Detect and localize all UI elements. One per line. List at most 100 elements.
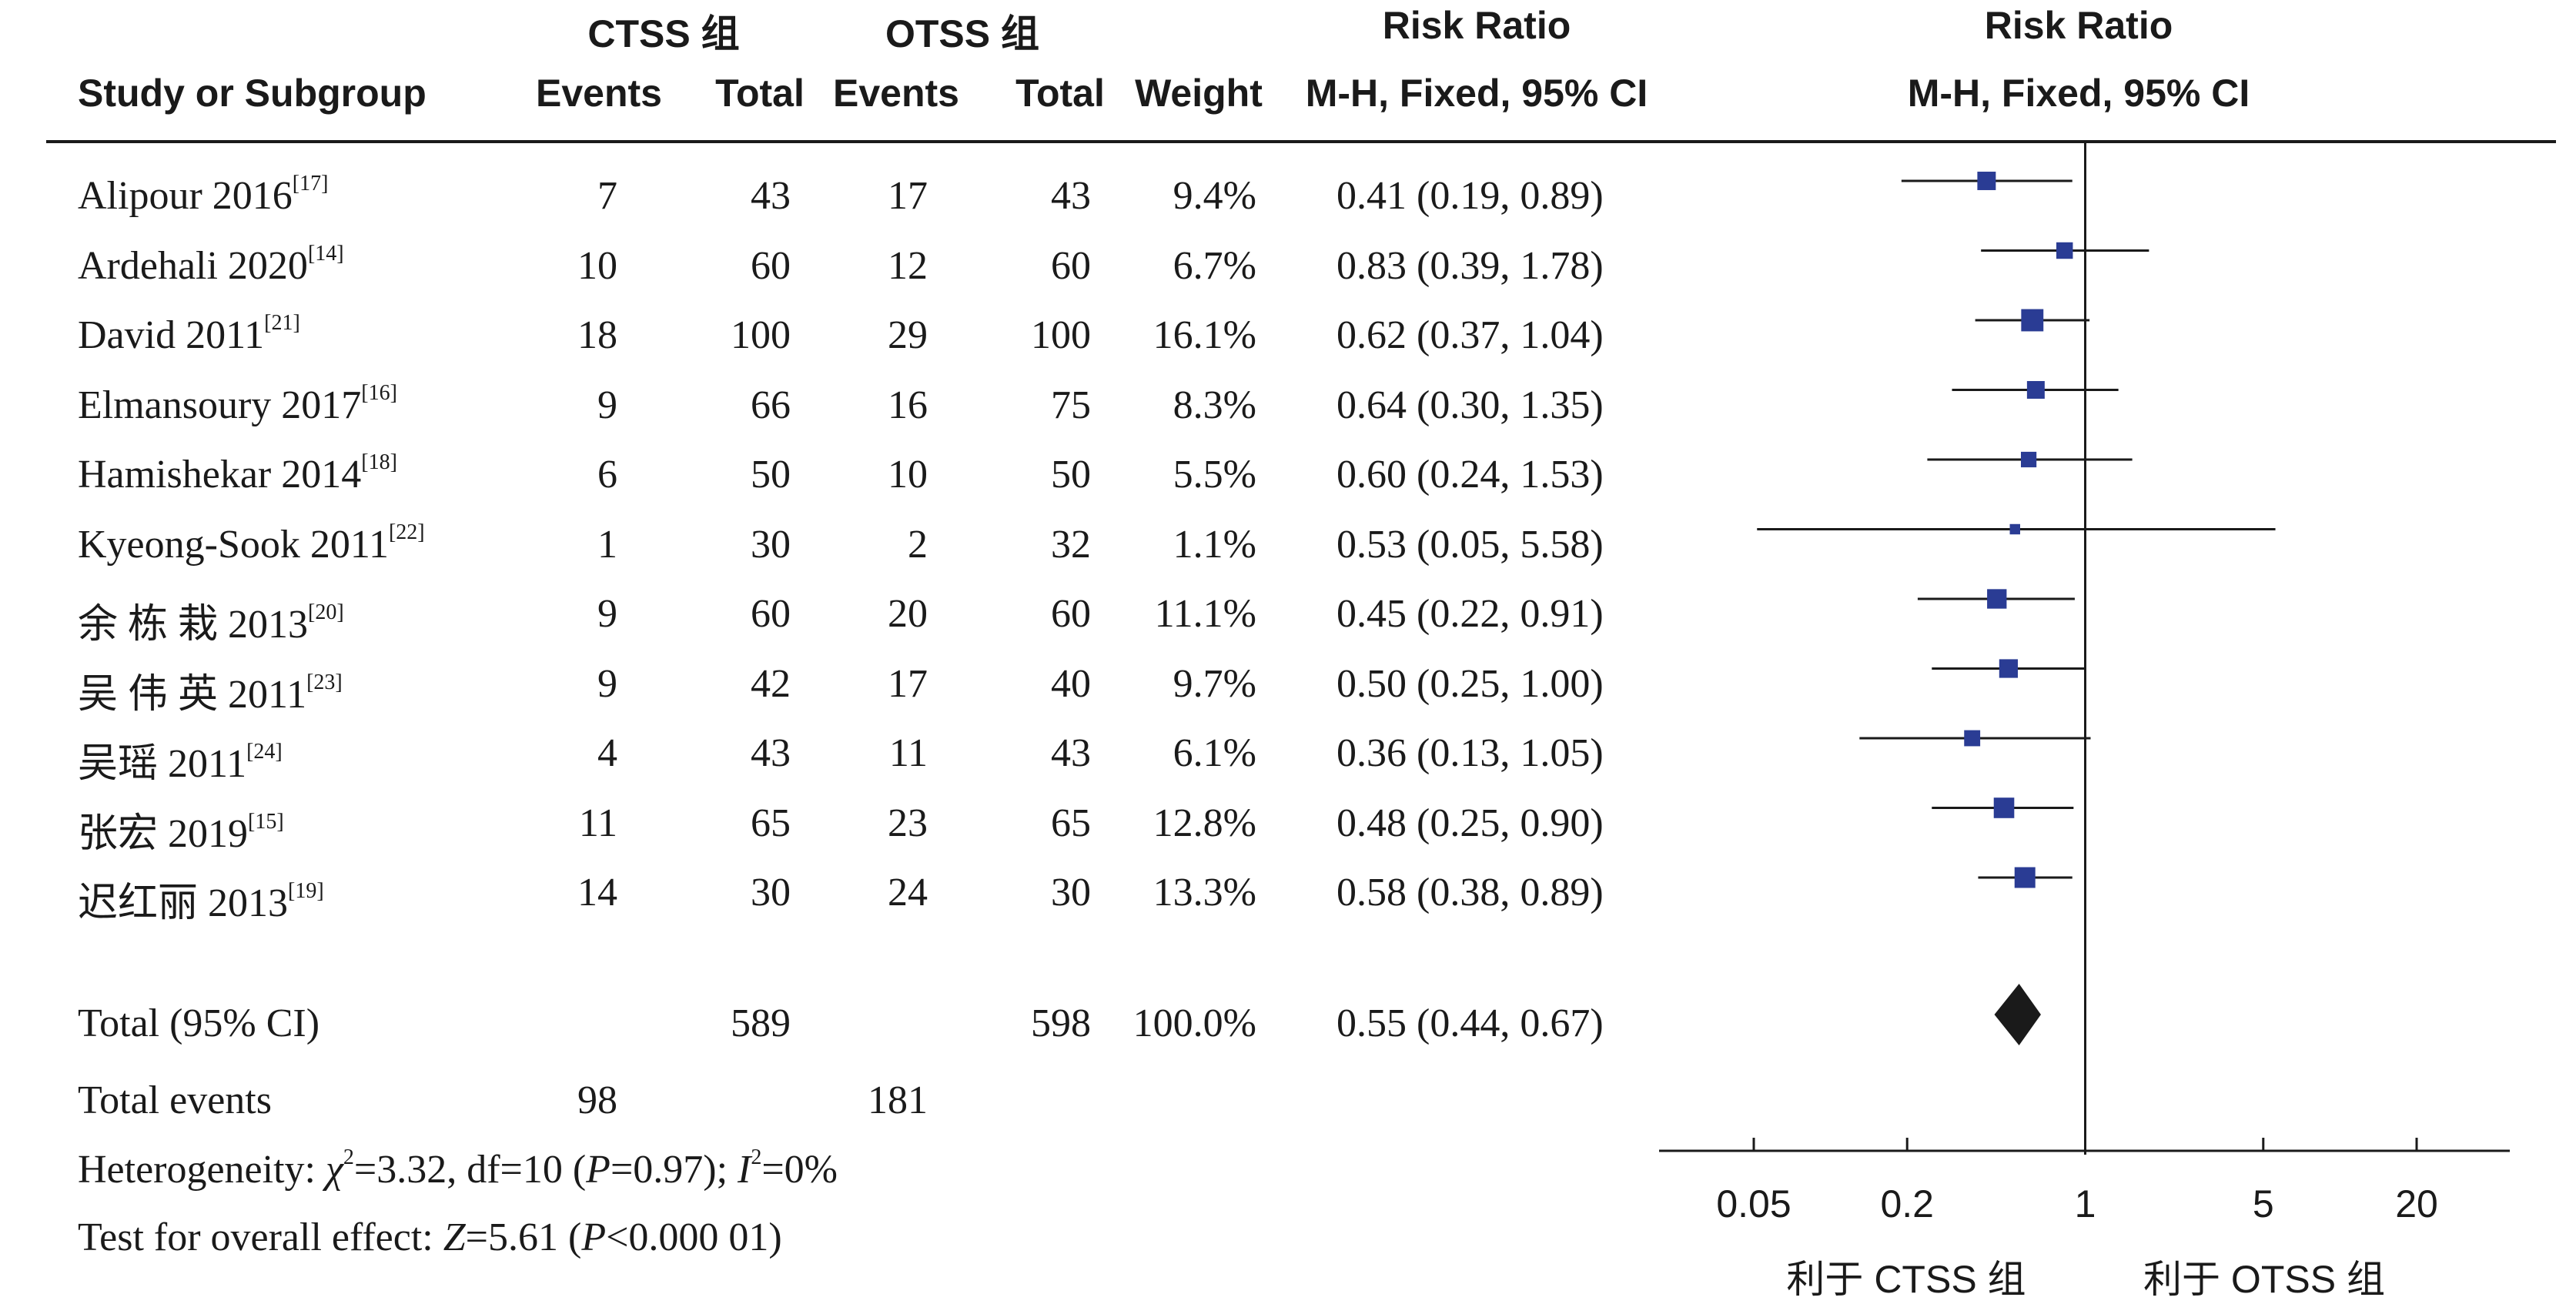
ci-cell: 0.41 (0.19, 0.89) <box>1337 174 1604 218</box>
total1-cell: 100 <box>731 313 791 357</box>
study-marker <box>1977 172 1996 190</box>
events1-cell: 6 <box>597 453 617 497</box>
ci-cell: 0.45 (0.22, 0.91) <box>1337 592 1604 636</box>
study-marker <box>1993 797 2015 818</box>
events1-header: Events <box>536 72 662 115</box>
study-name: Alipour 2016[17] <box>78 173 328 219</box>
study-marker <box>2056 242 2073 259</box>
events2-cell: 2 <box>908 522 928 567</box>
study-marker <box>1964 730 1981 747</box>
study-name: Hamishekar 2014[18] <box>78 452 397 497</box>
weight-cell: 12.8% <box>1153 801 1256 845</box>
study-reference: [21] <box>264 311 300 335</box>
group2-header: OTSS 组 <box>885 12 1040 55</box>
ci-cell: 0.36 (0.13, 1.05) <box>1337 731 1604 775</box>
ci-cell: 0.62 (0.37, 1.04) <box>1337 313 1604 357</box>
ci-cell: 0.53 (0.05, 5.58) <box>1337 522 1604 567</box>
events2-cell: 20 <box>888 592 928 636</box>
study-name: David 2011[21] <box>78 313 300 358</box>
total2-cell: 100 <box>1031 313 1091 357</box>
events2-header: Events <box>833 72 959 115</box>
total1-cell: 43 <box>751 731 791 775</box>
total1-cell: 30 <box>751 522 791 567</box>
study-name: Kyeong-Sook 2011[22] <box>78 521 425 567</box>
total1-value: 589 <box>731 1001 791 1045</box>
study-marker <box>1999 659 2018 678</box>
total2-cell: 43 <box>1051 174 1091 218</box>
events2-cell: 17 <box>888 661 928 706</box>
tick-label: 5 <box>2252 1182 2274 1225</box>
study-reference: [23] <box>306 670 343 694</box>
weight-cell: 9.4% <box>1173 174 1256 218</box>
study-reference: [14] <box>307 241 344 266</box>
weight-cell: 11.1% <box>1154 592 1256 636</box>
total2-cell: 30 <box>1051 871 1091 914</box>
study-label: Ardehali 2020 <box>78 243 308 288</box>
total-weight: 100.0% <box>1132 1001 1256 1045</box>
events2-cell: 24 <box>888 871 928 914</box>
study-reference: [17] <box>292 172 329 196</box>
study-name: 迟红丽 2013[19] <box>78 870 324 928</box>
tick-label: 0.2 <box>1880 1182 1934 1225</box>
events1-cell: 11 <box>578 801 617 845</box>
study-marker <box>1987 589 2007 609</box>
events2-cell: 12 <box>888 243 928 288</box>
pooled-diamond <box>1994 984 2041 1045</box>
study-marker <box>2020 451 2037 468</box>
events2-cell: 11 <box>888 731 928 775</box>
ci-cell: 0.83 (0.39, 1.78) <box>1337 243 1604 288</box>
events1-cell: 9 <box>597 592 617 636</box>
ci-cell: 0.60 (0.24, 1.53) <box>1337 453 1604 497</box>
weight-cell: 8.3% <box>1173 383 1256 427</box>
total1-cell: 66 <box>751 383 791 427</box>
total2-header: Total <box>1015 72 1105 115</box>
events2-cell: 17 <box>888 174 928 218</box>
total2-cell: 50 <box>1051 453 1091 497</box>
study-label: 迟红丽 2013 <box>78 881 289 925</box>
study-reference: [15] <box>248 809 284 834</box>
total-events2: 181 <box>868 1078 928 1122</box>
total-ci: 0.55 (0.44, 0.67) <box>1337 1001 1604 1045</box>
study-reference: [19] <box>288 879 324 903</box>
events2-cell: 29 <box>888 313 928 357</box>
tick-label: 1 <box>2074 1182 2096 1225</box>
weight-cell: 5.5% <box>1173 453 1256 497</box>
study-label: Kyeong-Sook 2011 <box>78 522 389 567</box>
weight-cell: 16.1% <box>1153 313 1256 357</box>
study-label: Elmansoury 2017 <box>78 383 362 427</box>
events1-cell: 1 <box>597 522 617 567</box>
weight-cell: 6.7% <box>1173 243 1256 288</box>
events2-cell: 10 <box>888 453 928 497</box>
study-reference: [18] <box>361 450 397 474</box>
total1-header: Total <box>715 72 805 115</box>
total2-cell: 60 <box>1051 243 1091 288</box>
total1-cell: 60 <box>751 592 791 636</box>
events1-cell: 10 <box>577 243 617 288</box>
weight-cell: 9.7% <box>1173 661 1256 706</box>
tick-label: 20 <box>2395 1182 2438 1225</box>
study-marker <box>2021 309 2044 332</box>
study-label: 吴瑶 2011 <box>78 742 247 786</box>
study-header: Study or Subgroup <box>78 72 427 115</box>
events1-cell: 7 <box>597 174 617 218</box>
favors-right-label: 利于 OTSS 组 <box>2143 1258 2385 1301</box>
total1-cell: 42 <box>751 661 791 706</box>
study-reference: [20] <box>308 600 344 624</box>
method-plot-header: M-H, Fixed, 95% CI <box>1907 72 2250 115</box>
risk-ratio-plot-header: Risk Ratio <box>1984 4 2173 47</box>
overall-effect-text: Test for overall effect: Z=5.61 (P<0.000… <box>78 1215 782 1259</box>
study-marker <box>2009 523 2020 535</box>
ci-cell: 0.58 (0.38, 0.89) <box>1337 871 1604 914</box>
events2-cell: 23 <box>888 801 928 845</box>
tick-group <box>1752 1138 2418 1151</box>
total2-cell: 75 <box>1051 383 1091 427</box>
total1-cell: 60 <box>751 243 791 288</box>
total2-cell: 65 <box>1051 801 1091 845</box>
total1-cell: 30 <box>751 871 791 914</box>
study-label: David 2011 <box>78 313 265 357</box>
tick-label: 0.05 <box>1716 1182 1791 1225</box>
study-label: 张宏 2019 <box>78 811 249 856</box>
risk-ratio-table-header: Risk Ratio <box>1382 4 1571 47</box>
events1-cell: 9 <box>597 661 617 706</box>
